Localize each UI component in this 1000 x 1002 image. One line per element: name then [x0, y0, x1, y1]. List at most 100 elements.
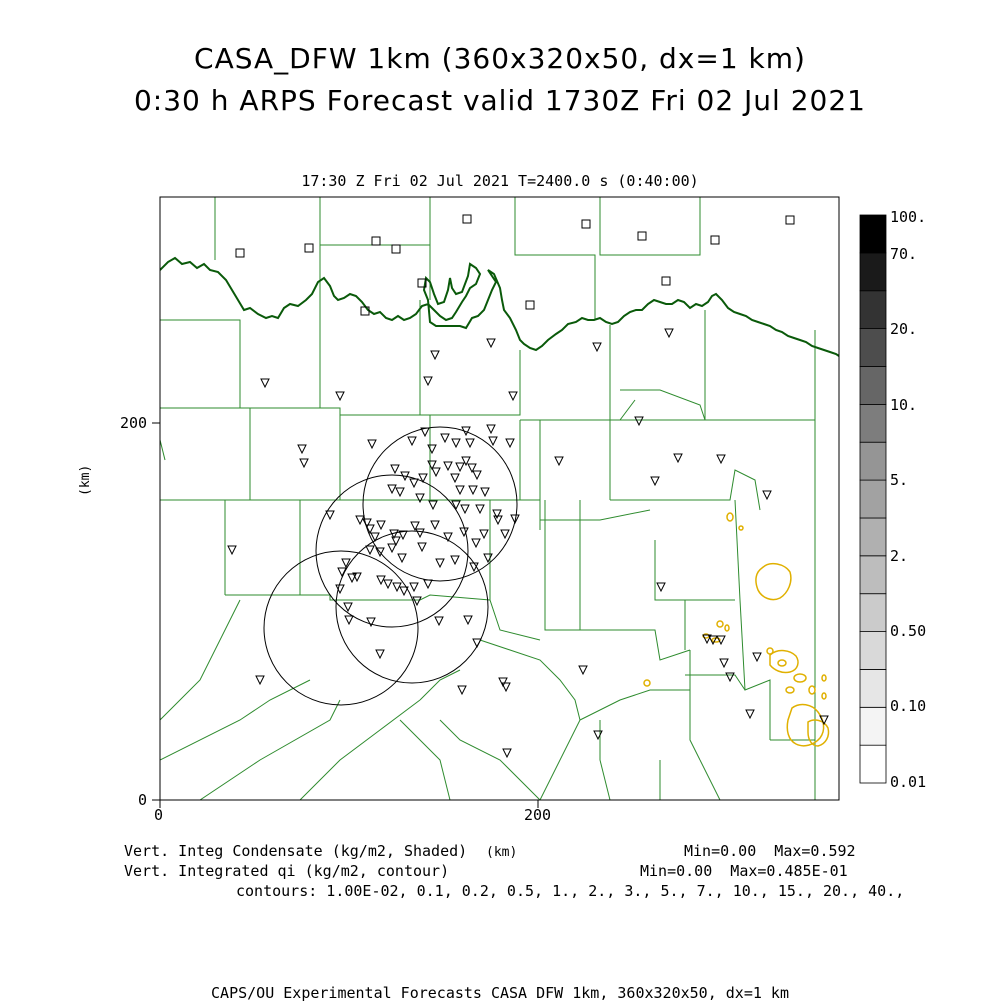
station-marker-triangle [475, 504, 485, 515]
field2-stats: Min=0.00 Max=0.485E-01 [640, 862, 848, 880]
station-marker-triangle [716, 454, 726, 465]
state-border [160, 256, 839, 357]
colorbar-swatch [859, 290, 887, 330]
colorbar-swatch [859, 441, 887, 481]
station-marker-square [371, 236, 381, 246]
station-marker-triangle [492, 509, 502, 520]
colorbar-label: 0.01 [890, 773, 927, 791]
station-marker-triangle [260, 378, 270, 389]
colorbar-swatch [859, 631, 887, 670]
station-marker-triangle [389, 529, 399, 540]
field1-label: Vert. Integ Condensate (kg/m2, Shaded) [124, 842, 468, 860]
colorbar-label: 100. [890, 208, 927, 226]
colorbar-label: 0.50 [890, 622, 927, 640]
station-marker-triangle [415, 493, 425, 504]
station-marker-triangle [472, 638, 482, 649]
contour-levels: contours: 1.00E-02, 0.1, 0.2, 0.5, 1., 2… [236, 882, 905, 900]
colorbar-label: 20. [890, 320, 918, 338]
surface-stations-triangle [227, 328, 829, 759]
station-marker-triangle [455, 462, 465, 473]
footer-credit: CAPS/OU Experimental Forecasts CASA DFW … [211, 984, 789, 1002]
colorbar-label: 5. [890, 471, 909, 489]
station-marker-triangle [341, 558, 351, 569]
station-marker-triangle [719, 658, 729, 669]
station-marker-triangle [409, 582, 419, 593]
station-marker-triangle [702, 634, 712, 645]
station-marker-triangle [337, 567, 347, 578]
station-marker-triangle [399, 586, 409, 597]
colorbar-swatch [859, 366, 887, 405]
station-marker-triangle [398, 530, 408, 541]
station-marker-triangle [450, 473, 460, 484]
station-marker-triangle [365, 545, 375, 556]
station-marker-triangle [297, 444, 307, 455]
colorbar-swatch [859, 214, 887, 254]
station-marker-triangle [387, 484, 397, 495]
station-marker-triangle [593, 730, 603, 741]
station-marker-triangle [431, 467, 441, 478]
station-marker-triangle [325, 510, 335, 521]
station-marker-triangle [376, 520, 386, 531]
qi-contours [643, 512, 830, 747]
y-axis-label: (km) [78, 464, 93, 496]
station-marker-triangle [423, 376, 433, 387]
colorbar-label: 10. [890, 396, 918, 414]
station-marker-triangle [395, 487, 405, 498]
station-marker-triangle [443, 532, 453, 543]
station-marker-triangle [407, 436, 417, 447]
station-marker-triangle [343, 602, 353, 613]
station-marker-triangle [493, 515, 503, 526]
station-marker-triangle [819, 715, 829, 726]
station-marker-triangle [427, 460, 437, 471]
station-marker-square [785, 215, 795, 225]
station-marker-triangle [725, 672, 735, 683]
station-marker-triangle [488, 436, 498, 447]
station-marker-triangle [409, 478, 419, 489]
county-lines [160, 197, 816, 800]
station-marker-triangle [440, 433, 450, 444]
station-marker-triangle [471, 538, 481, 549]
colorbar-label: 0.10 [890, 697, 927, 715]
station-marker-triangle [480, 487, 490, 498]
station-marker-triangle [430, 520, 440, 531]
station-marker-square [360, 306, 370, 316]
colorbar-swatch [859, 252, 887, 292]
station-marker-square [417, 278, 427, 288]
station-marker-triangle [455, 485, 465, 496]
station-marker-triangle [483, 553, 493, 564]
station-marker-triangle [634, 416, 644, 427]
station-marker-triangle [390, 464, 400, 475]
station-marker-triangle [392, 582, 402, 593]
station-marker-triangle [355, 515, 365, 526]
station-marker-triangle [486, 424, 496, 435]
x-axis-label: (km) [486, 845, 518, 860]
station-marker-triangle [673, 453, 683, 464]
station-marker-triangle [375, 547, 385, 558]
colorbar-swatch [859, 744, 887, 784]
station-marker-triangle [427, 444, 437, 455]
station-marker-square [581, 219, 591, 229]
colorbar-label: 70. [890, 245, 918, 263]
station-marker-triangle [417, 542, 427, 553]
station-marker-triangle [366, 617, 376, 628]
station-marker-triangle [410, 521, 420, 532]
colorbar-swatch [859, 479, 887, 519]
station-marker-square [710, 235, 720, 245]
station-marker-triangle [367, 439, 377, 450]
station-marker-triangle [578, 665, 588, 676]
colorbar-swatch [859, 706, 887, 746]
map-title: CASA_DFW 1km (360x320x50, dx=1 km) [194, 42, 806, 75]
station-marker-triangle [352, 572, 362, 583]
plot-frame [159, 196, 840, 801]
station-marker-triangle [463, 615, 473, 626]
station-marker-triangle [387, 543, 397, 554]
station-marker-triangle [469, 562, 479, 573]
station-marker-triangle [501, 682, 511, 693]
station-marker-triangle [592, 342, 602, 353]
x-tick-0: 0 [154, 806, 164, 824]
station-marker-triangle [443, 461, 453, 472]
y-tick-0: 0 [138, 791, 148, 809]
map-subtitle: 17:30 Z Fri 02 Jul 2021 T=2400.0 s (0:40… [301, 172, 699, 190]
radar-range-rings [263, 426, 518, 706]
